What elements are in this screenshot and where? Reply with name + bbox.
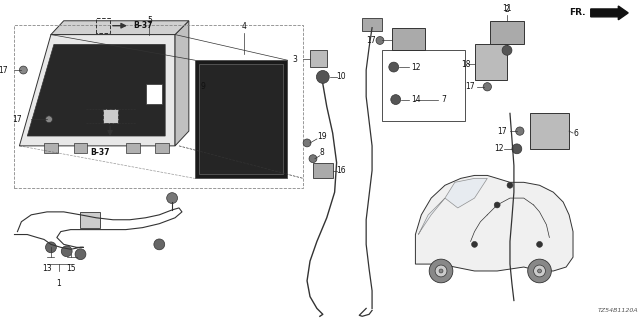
Polygon shape	[490, 21, 524, 44]
Polygon shape	[445, 178, 487, 208]
Text: 17: 17	[497, 127, 507, 136]
Circle shape	[19, 66, 28, 74]
Circle shape	[534, 265, 545, 277]
Text: 2: 2	[505, 5, 509, 14]
Polygon shape	[74, 143, 88, 153]
Text: 18: 18	[461, 60, 470, 68]
Circle shape	[536, 241, 543, 247]
Polygon shape	[419, 198, 445, 235]
Circle shape	[538, 269, 541, 273]
Text: 14: 14	[412, 95, 421, 104]
Polygon shape	[103, 109, 118, 123]
Text: 17: 17	[366, 36, 376, 45]
Circle shape	[429, 259, 453, 283]
Text: B-37: B-37	[90, 148, 110, 157]
Text: 12: 12	[412, 63, 421, 72]
Circle shape	[45, 116, 52, 123]
Text: 9: 9	[200, 82, 205, 91]
Text: 6: 6	[573, 129, 578, 138]
Text: 7: 7	[441, 95, 446, 104]
Circle shape	[61, 246, 72, 257]
Text: 3: 3	[292, 55, 297, 64]
Text: 19: 19	[317, 132, 326, 140]
Text: 17: 17	[12, 115, 21, 124]
Text: 16: 16	[337, 166, 346, 175]
Text: 1: 1	[56, 279, 61, 288]
Circle shape	[502, 45, 512, 55]
Polygon shape	[51, 21, 189, 35]
Polygon shape	[530, 113, 569, 149]
Polygon shape	[415, 175, 573, 271]
Text: TZ54B1120A: TZ54B1120A	[597, 308, 638, 313]
Text: 17: 17	[465, 82, 474, 91]
Polygon shape	[310, 50, 327, 67]
Circle shape	[316, 70, 329, 83]
Text: 5: 5	[147, 16, 152, 25]
Polygon shape	[313, 163, 333, 178]
FancyArrow shape	[591, 6, 628, 20]
Text: B-37: B-37	[134, 21, 153, 30]
Polygon shape	[19, 35, 175, 146]
Circle shape	[516, 127, 524, 135]
Circle shape	[391, 95, 401, 105]
Polygon shape	[145, 84, 163, 103]
Text: FR.: FR.	[570, 8, 586, 17]
Polygon shape	[392, 28, 425, 50]
Circle shape	[435, 265, 447, 277]
Circle shape	[472, 241, 477, 247]
Circle shape	[389, 62, 399, 72]
Text: 15: 15	[66, 264, 76, 273]
Polygon shape	[198, 64, 284, 174]
Circle shape	[309, 155, 317, 163]
Circle shape	[512, 144, 522, 154]
Circle shape	[483, 83, 492, 91]
Text: 10: 10	[337, 72, 346, 81]
Text: 17: 17	[0, 66, 8, 75]
Polygon shape	[195, 60, 287, 178]
Text: 13: 13	[42, 264, 52, 273]
Polygon shape	[156, 143, 169, 153]
Polygon shape	[28, 44, 165, 136]
Polygon shape	[44, 143, 58, 153]
Circle shape	[45, 242, 56, 253]
Polygon shape	[362, 18, 382, 31]
Polygon shape	[126, 143, 140, 153]
Circle shape	[166, 193, 177, 204]
Circle shape	[507, 182, 513, 188]
Circle shape	[494, 202, 500, 208]
Circle shape	[439, 269, 443, 273]
Polygon shape	[474, 44, 507, 80]
Circle shape	[528, 259, 551, 283]
Circle shape	[154, 239, 164, 250]
Text: 12: 12	[495, 144, 504, 153]
Polygon shape	[81, 212, 100, 228]
Text: 8: 8	[320, 148, 324, 157]
Circle shape	[75, 249, 86, 260]
Circle shape	[376, 36, 384, 44]
Circle shape	[303, 139, 311, 147]
Text: 4: 4	[241, 22, 246, 31]
Polygon shape	[175, 21, 189, 146]
Text: 11: 11	[502, 4, 512, 13]
